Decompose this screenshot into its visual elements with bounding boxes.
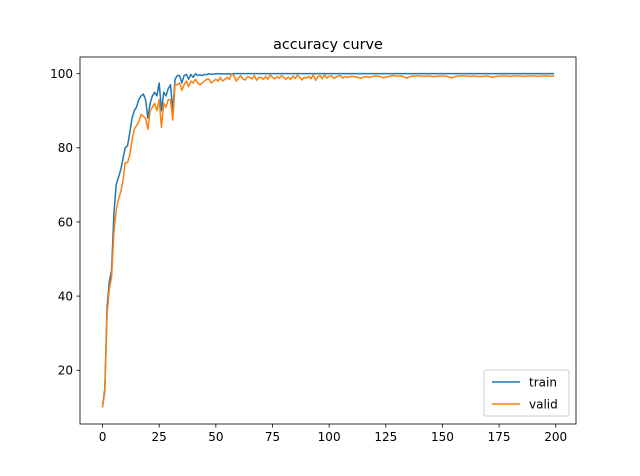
chart-title: accuracy curve xyxy=(273,37,383,53)
x-tick-label: 50 xyxy=(208,430,223,444)
plot-frame xyxy=(79,56,577,425)
x-tick-label: 125 xyxy=(374,430,397,444)
y-tick-label: 80 xyxy=(58,141,73,155)
x-tick-label: 200 xyxy=(544,430,567,444)
plot-area xyxy=(79,56,577,425)
series-line-train xyxy=(101,72,555,408)
x-tick-label: 75 xyxy=(265,430,280,444)
x-tick-label: 150 xyxy=(431,430,454,444)
legend: train valid xyxy=(483,369,570,417)
x-tick-label: 100 xyxy=(318,430,341,444)
x-tick-label: 25 xyxy=(152,430,167,444)
y-tick-label: 40 xyxy=(58,289,73,303)
series-line-valid xyxy=(101,72,555,408)
y-axis: 20 40 60 80 100 xyxy=(50,67,80,378)
x-tick-label: 0 xyxy=(99,430,107,444)
y-tick-label: 20 xyxy=(58,364,73,378)
x-tick-label: 175 xyxy=(488,430,511,444)
y-tick-label: 100 xyxy=(50,67,73,81)
series-layer xyxy=(101,72,555,408)
y-tick-label: 60 xyxy=(58,215,73,229)
legend-label-train: train xyxy=(529,376,557,390)
legend-label-valid: valid xyxy=(529,398,558,412)
x-axis: 0 25 50 75 100 125 150 175 200 xyxy=(99,424,567,444)
